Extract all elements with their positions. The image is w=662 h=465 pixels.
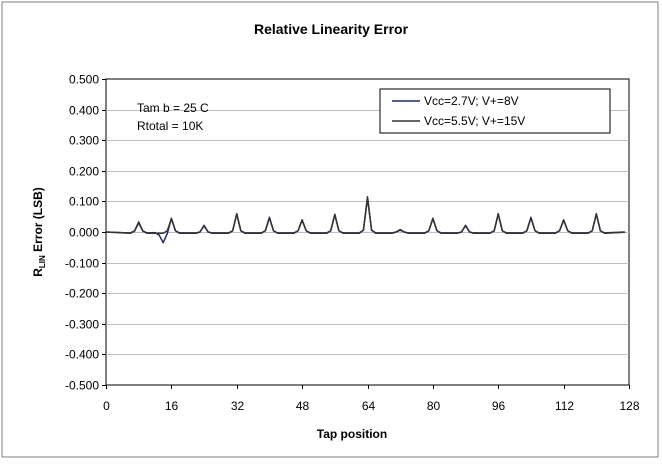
- legend-label-series-2: Vcc=5.5V; V+=15V: [424, 114, 525, 128]
- y-axis-ticks: 0.500 0.400 0.300 0.200 0.100 0.000 -0.100 -0.2…: [65, 73, 106, 393]
- y-tick-label: 0.100: [69, 195, 99, 209]
- x-tick-label: 128: [619, 399, 639, 413]
- x-tick-label: 96: [492, 399, 506, 413]
- y-axis-title-subscript: LIN: [38, 255, 47, 268]
- series-line-2: [105, 197, 625, 234]
- y-axis-title-rest: Error (LSB): [31, 187, 45, 255]
- y-axis-title-main: R: [31, 268, 45, 277]
- y-tick-label: -0.300: [65, 318, 99, 332]
- y-tick-label: 0.500: [69, 73, 99, 87]
- x-tick-label: 80: [427, 399, 441, 413]
- x-tick-label: 64: [362, 399, 376, 413]
- x-tick-label: 48: [296, 399, 310, 413]
- data-series: [105, 196, 625, 244]
- x-tick-label: 16: [165, 399, 179, 413]
- y-tick-label: 0.000: [69, 226, 99, 240]
- x-tick-label: 32: [231, 399, 245, 413]
- y-tick-label: -0.200: [65, 287, 99, 301]
- chart-title: Relative Linearity Error: [254, 21, 409, 37]
- y-tick-label: -0.400: [65, 348, 99, 362]
- annotation-temperature: Tam b = 25 C: [137, 101, 209, 115]
- y-tick-label: 0.200: [69, 165, 99, 179]
- x-axis-ticks: 0 16 32 48 64 80 96 112 128: [103, 385, 640, 413]
- x-axis-title: Tap position: [317, 427, 387, 441]
- y-tick-label: -0.500: [65, 379, 99, 393]
- y-tick-label: -0.100: [65, 257, 99, 271]
- annotation-rtotal: Rtotal = 10K: [137, 119, 203, 133]
- x-tick-label: 112: [555, 399, 574, 413]
- y-tick-label: 0.400: [69, 104, 99, 118]
- y-axis-title: RLIN Error (LSB): [31, 187, 47, 277]
- x-tick-label: 0: [103, 399, 110, 413]
- y-tick-label: 0.300: [69, 134, 99, 148]
- legend-label-series-1: Vcc=2.7V; V+=8V: [424, 94, 519, 108]
- legend: Vcc=2.7V; V+=8V Vcc=5.5V; V+=15V: [379, 88, 611, 134]
- legend-box: [379, 88, 611, 134]
